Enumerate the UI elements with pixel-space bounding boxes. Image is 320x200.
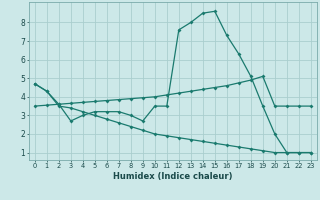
X-axis label: Humidex (Indice chaleur): Humidex (Indice chaleur)	[113, 172, 233, 181]
